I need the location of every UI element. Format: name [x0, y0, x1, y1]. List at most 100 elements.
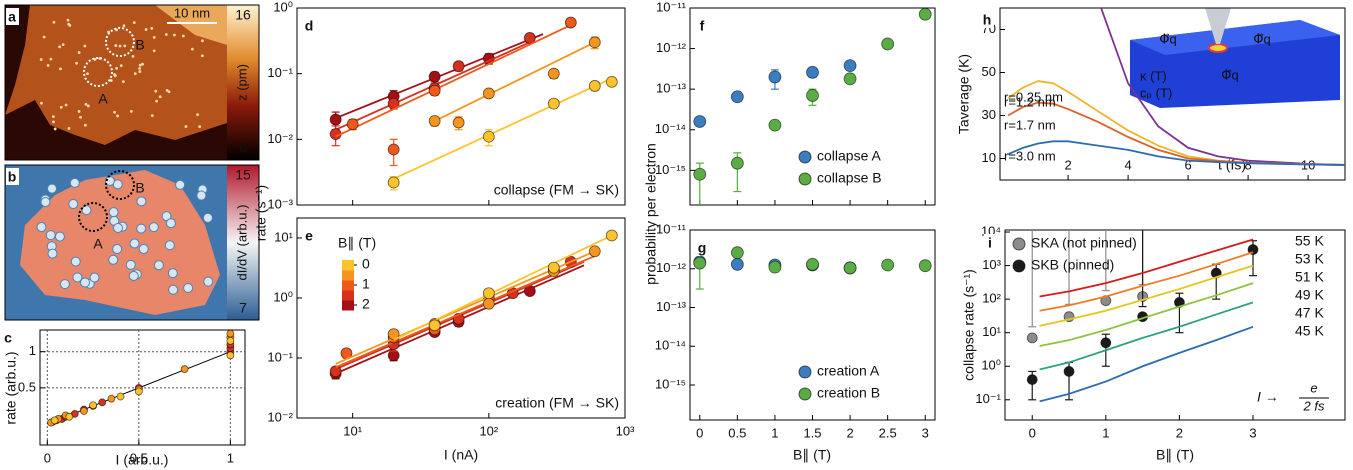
line-label: 49 K: [1295, 287, 1324, 303]
legend-label: collapse B: [817, 170, 882, 186]
surface-feature: [138, 67, 141, 70]
data-point: [806, 89, 819, 102]
surface-feature: [45, 230, 56, 241]
surface-feature: [86, 72, 89, 76]
legend-label: SKB (pinned): [1031, 257, 1114, 273]
x-tick-label: 3: [922, 425, 929, 440]
surface-feature: [167, 268, 178, 279]
data-point: [428, 319, 441, 332]
surface-feature: [150, 27, 154, 30]
colorbar-label: z (pm): [234, 64, 249, 101]
surface-feature: [77, 51, 81, 54]
inset-label: Φ⃗q: [1159, 31, 1176, 46]
y-tick-label: 10²: [982, 291, 1001, 306]
x-tick-label: 0: [696, 425, 703, 440]
surface-feature: [129, 238, 140, 249]
surface-feature: [75, 61, 78, 65]
data-point: [1247, 244, 1259, 255]
data-point: [588, 36, 601, 49]
y-tick-label: 1: [29, 343, 36, 358]
surface-feature: [129, 109, 133, 113]
surface-feature: [69, 177, 80, 188]
data-point: [730, 257, 744, 271]
data-point: [329, 113, 342, 126]
data-point: [428, 84, 441, 97]
data-point: [134, 387, 143, 396]
panel-label: i: [988, 235, 992, 251]
y-tick-label: 10⁻¹⁴: [655, 121, 686, 136]
data-point: [588, 80, 601, 92]
data-point: [806, 65, 819, 79]
data-point: [80, 407, 88, 415]
surface-feature: [138, 70, 142, 73]
marker-circle: [78, 202, 108, 232]
surface-feature: [198, 125, 202, 129]
inset-label: Φ⃗q: [1221, 67, 1238, 82]
line-label: 55 K: [1295, 233, 1324, 249]
data-point: [482, 287, 495, 300]
x-axis-label: I (arb.u.): [116, 452, 169, 468]
colorbar-tick-label: 2: [362, 296, 370, 312]
line-label: r=0.25 nm: [1004, 89, 1063, 104]
line-label: r=3.0 nm: [1004, 148, 1056, 163]
y-axis-label: probability per electron: [643, 143, 659, 285]
surface-feature: [66, 18, 70, 22]
bright-region: [155, 5, 227, 45]
y-tick-label: 10⁻¹³: [656, 81, 687, 96]
data-point: [693, 167, 707, 181]
plot-frame: [296, 7, 626, 206]
surface-feature: [118, 44, 122, 48]
annotation: I →: [1257, 389, 1279, 405]
surface-feature: [53, 127, 57, 131]
annotation-numerator: e: [1310, 380, 1317, 395]
inset-label: κ (T): [1140, 68, 1167, 83]
surface-feature: [201, 39, 204, 43]
x-tick-label: 10³: [616, 423, 635, 438]
x-axis-label: B∥ (T): [793, 447, 831, 463]
substrate-region: [5, 5, 227, 160]
data-point: [387, 176, 400, 189]
legend-marker: [798, 387, 812, 401]
image-frame: [4, 4, 260, 161]
colorbar-tick-label: 0: [362, 256, 370, 272]
line-label: 53 K: [1295, 251, 1324, 267]
line-label: r=1.2 nm: [1004, 94, 1056, 109]
image-frame: [4, 164, 260, 321]
y-tick-label: 10⁰: [273, 0, 293, 14]
x-tick-label: 0.5: [130, 450, 148, 465]
line-label: 47 K: [1295, 305, 1324, 321]
series-line: [1007, 140, 1345, 166]
colorbar-tick-label: 15: [235, 167, 251, 183]
surface-feature: [164, 33, 168, 36]
inset-tip: [1205, 8, 1231, 44]
plot-frame: [689, 7, 936, 206]
surface-feature: [125, 259, 136, 270]
legend-label: creation B: [817, 385, 880, 401]
surface-feature: [200, 54, 204, 58]
x-tick-label: 2: [846, 425, 853, 440]
image: AB: [5, 165, 227, 320]
data-point: [843, 59, 857, 73]
surface-feature: [165, 218, 176, 229]
data-point: [116, 392, 125, 401]
colorbar-tick-label: 16: [235, 7, 251, 23]
surface-feature: [61, 43, 65, 47]
series-line: [1007, 101, 1345, 166]
data-point: [547, 67, 560, 80]
surface-feature: [81, 205, 92, 216]
data-point: [226, 330, 235, 338]
surface-feature: [154, 89, 158, 93]
inset-label: cₚ (T): [1140, 85, 1172, 100]
surface-feature: [36, 222, 47, 233]
surface-feature: [168, 284, 179, 295]
surface-feature: [67, 22, 71, 26]
data-point: [452, 60, 465, 73]
panel-label: g: [698, 240, 707, 256]
y-tick-label: 0.5: [18, 379, 36, 394]
legend-marker: [1012, 237, 1026, 251]
y-tick-label: 50: [982, 64, 996, 79]
surface-feature: [136, 223, 147, 234]
surface-feature: [83, 123, 87, 127]
panel-label-bg: [696, 239, 709, 256]
